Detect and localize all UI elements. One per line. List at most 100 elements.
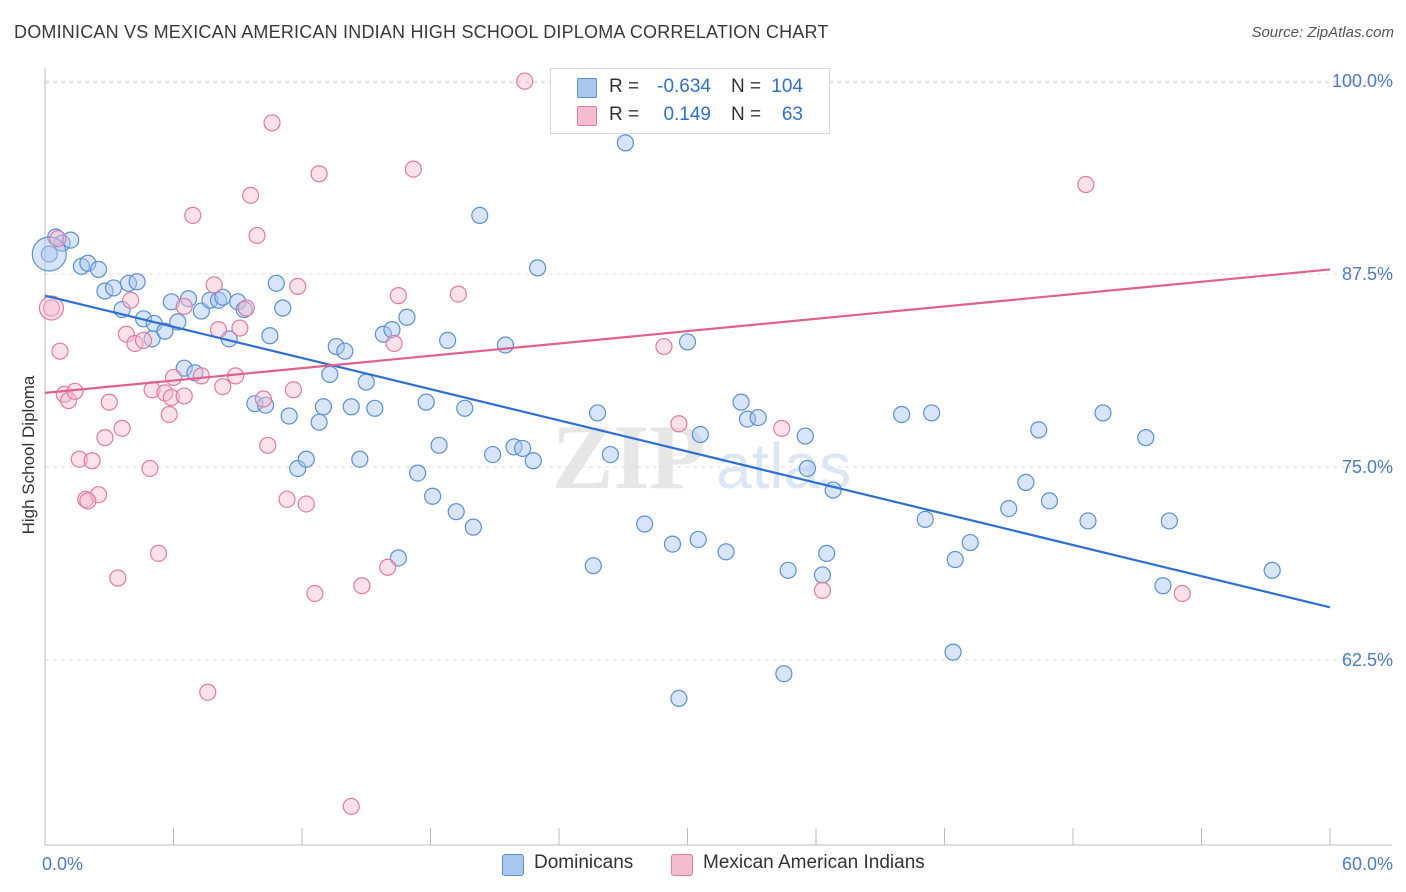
data-point xyxy=(342,797,360,816)
data-point xyxy=(143,330,161,348)
data-point xyxy=(1154,577,1172,595)
data-point xyxy=(289,277,307,295)
correlation-legend: R = -0.634 N = 104 R = 0.149 N = 63 xyxy=(550,68,830,134)
data-point xyxy=(306,584,324,603)
data-point xyxy=(104,279,123,297)
data-point xyxy=(149,544,168,562)
data-point xyxy=(689,530,707,549)
legend-r-label: R = xyxy=(609,104,640,125)
legend-n-value: 104 xyxy=(771,76,803,97)
data-point xyxy=(353,577,371,595)
chart-source: Source: ZipAtlas.com xyxy=(1251,24,1394,41)
data-point xyxy=(366,399,384,417)
data-point xyxy=(946,550,964,569)
data-point xyxy=(417,393,435,411)
data-point xyxy=(209,320,228,339)
y-tick-label: 100.0% xyxy=(1332,71,1393,91)
data-point xyxy=(62,231,80,249)
data-point xyxy=(199,683,217,701)
legend-label-mexican-american-indians: Mexican American Indians xyxy=(703,852,925,873)
data-point xyxy=(524,452,542,470)
y-tick-label: 75.0% xyxy=(1342,457,1393,477)
data-point xyxy=(351,450,369,468)
data-point xyxy=(141,459,159,478)
data-point xyxy=(254,390,273,408)
legend-n-value: 63 xyxy=(781,104,803,125)
data-point xyxy=(263,114,281,132)
data-point xyxy=(749,408,767,427)
data-point xyxy=(528,259,547,277)
trend-lines xyxy=(44,268,1331,609)
data-point xyxy=(813,581,832,599)
legend-r-value: -0.634 xyxy=(657,76,711,97)
data-point xyxy=(1030,421,1048,439)
data-point xyxy=(916,510,934,528)
data-point xyxy=(670,415,688,433)
data-point xyxy=(280,407,298,425)
data-point xyxy=(119,274,138,292)
data-point xyxy=(1017,473,1035,491)
data-point xyxy=(738,410,757,428)
legend-row-mexican-american-indians: R = 0.149 N = 63 xyxy=(551,100,829,130)
watermark: ZIP atlas xyxy=(552,406,851,508)
data-point xyxy=(398,308,416,326)
data-point xyxy=(456,399,474,417)
data-point xyxy=(267,274,285,292)
data-point xyxy=(496,336,515,354)
data-point xyxy=(175,297,193,316)
data-point xyxy=(1077,175,1095,194)
data-point xyxy=(655,337,673,356)
data-point xyxy=(383,320,401,339)
data-point xyxy=(385,334,403,353)
data-point-cluster xyxy=(38,295,65,321)
data-point xyxy=(1079,512,1097,530)
legend-r-label: R = xyxy=(609,76,640,97)
data-point xyxy=(160,405,178,424)
data-point xyxy=(775,665,793,683)
data-point xyxy=(1000,499,1018,518)
y-tick-label: 62.5% xyxy=(1342,650,1393,670)
y-tick-label: 87.5% xyxy=(1342,264,1393,284)
legend-swatch-mexican-american-indians xyxy=(671,854,693,876)
legend-row-dominicans: R = -0.634 N = 104 xyxy=(551,72,829,102)
data-point xyxy=(389,287,407,305)
data-point xyxy=(773,419,791,437)
data-point xyxy=(128,273,146,291)
data-point xyxy=(109,569,127,587)
data-point xyxy=(601,445,620,464)
y-tick-labels: 62.5% 75.0% 87.5% 100.0% xyxy=(1332,71,1393,670)
x-tick-label: 60.0% xyxy=(1342,854,1393,874)
legend-label-dominicans: Dominicans xyxy=(534,852,634,873)
data-point xyxy=(246,395,264,413)
data-point xyxy=(379,558,397,576)
legend-swatch-mexican-american-indians xyxy=(577,106,597,126)
data-point xyxy=(516,72,534,90)
legend-n-label: N = xyxy=(731,104,762,125)
data-point xyxy=(663,535,682,553)
data-point xyxy=(134,331,153,349)
data-point xyxy=(51,342,69,360)
watermark-atlas: atlas xyxy=(716,430,851,502)
data-point xyxy=(1160,512,1178,530)
series-dominicans xyxy=(31,74,1281,708)
data-point xyxy=(449,285,467,303)
data-point xyxy=(588,404,607,422)
data-point xyxy=(100,393,118,411)
data-point xyxy=(89,260,108,279)
data-point xyxy=(284,381,303,399)
data-point xyxy=(424,487,442,505)
data-point xyxy=(779,561,797,579)
data-point xyxy=(342,398,360,416)
data-point xyxy=(404,160,422,178)
data-point xyxy=(259,436,277,454)
data-point-cluster xyxy=(31,236,67,272)
data-point xyxy=(717,543,735,561)
data-point xyxy=(678,333,697,351)
data-point xyxy=(636,515,654,533)
data-point xyxy=(447,503,465,521)
data-point xyxy=(83,452,101,470)
data-point xyxy=(314,398,333,416)
data-point xyxy=(464,518,482,536)
data-point xyxy=(96,429,114,447)
